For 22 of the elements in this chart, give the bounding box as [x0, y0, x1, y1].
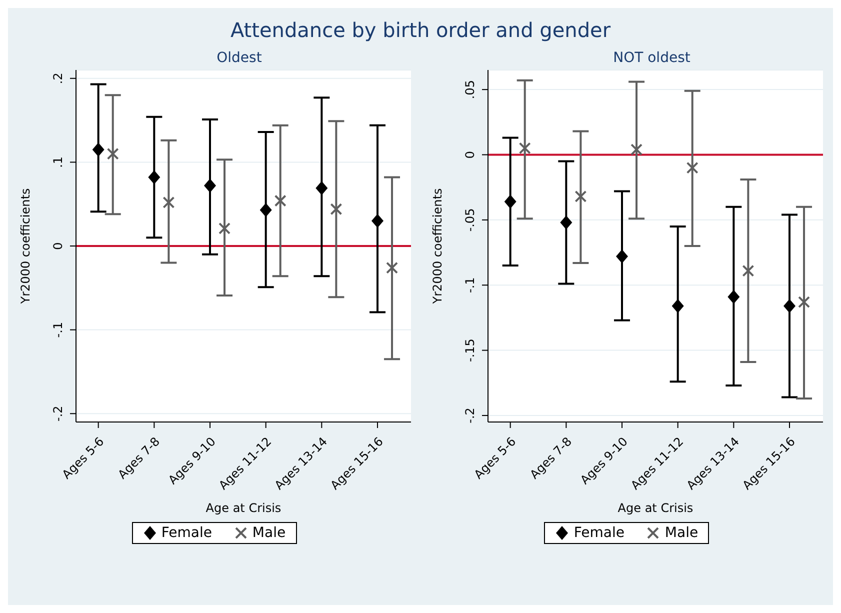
y-tick-label: -.1: [50, 322, 65, 338]
y-tick-label: .2: [50, 72, 65, 84]
chart-title: Attendance by birth order and gender: [229, 18, 612, 42]
x-axis-title: Age at Crisis: [618, 501, 694, 515]
y-tick-label: .1: [50, 156, 65, 168]
y-tick-label: -.15: [463, 338, 478, 362]
y-tick-label: -.05: [463, 208, 478, 232]
legend-label: Male: [664, 525, 698, 542]
y-axis-title: Yr2000 coefficients: [430, 188, 445, 305]
legend-label: Male: [251, 525, 286, 542]
legend-label: Female: [572, 525, 624, 542]
y-tick-label: -.2: [463, 408, 478, 424]
chart-subtitle: NOT oldest: [612, 50, 692, 66]
y-tick-label: 0: [463, 150, 478, 159]
y-tick-label: -.2: [50, 406, 65, 422]
y-tick-label: -.1: [463, 277, 478, 293]
y-tick-label: .05: [463, 80, 478, 100]
y-tick-label: 0: [50, 242, 65, 250]
chart-subtitle: Oldest: [216, 50, 263, 66]
x-axis-title: Age at Crisis: [206, 501, 281, 515]
y-axis-title: Yr2000 coefficients: [18, 188, 32, 305]
legend-label: Female: [160, 525, 212, 542]
